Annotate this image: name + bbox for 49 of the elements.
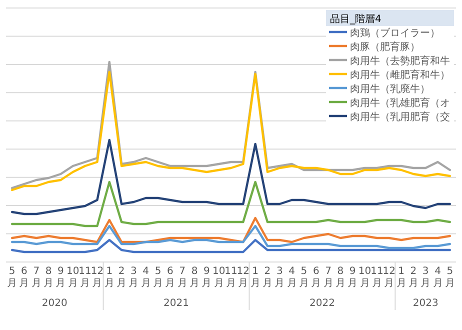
legend-label: 肉用牛（雌肥育和牛） [350,69,450,81]
text: 2023 [412,298,438,309]
x-tick-label: 12月 [236,266,250,289]
x-tick-label: 9月 [348,266,358,289]
x-tick-label: 11月 [78,266,92,289]
x-tick-label: 11月 [370,266,384,289]
x-tick-label: 1月 [396,266,406,289]
legend-label: 肉用牛（去勢肥育和牛 [350,55,450,67]
x-tick-label: 8月 [335,266,346,289]
x-tick-label: 1月 [250,266,260,289]
x-tick-label: 3月 [274,266,285,289]
x-tick-label: 10月 [212,266,226,289]
text: 2021 [164,298,189,309]
x-tick-label: 9月 [202,266,212,289]
x-tick-label: 5月 [444,266,455,289]
x-tick-label: 7月 [323,266,334,289]
x-tick-label: 8月 [190,266,200,289]
legend-label: 肉用牛（乳用肥育（交 [350,111,450,123]
x-tick-label: 11月 [224,266,238,289]
x-tick-label: 4月 [140,266,151,289]
legend-label: 肉豚（肥育豚） [350,41,420,53]
x-tick-label: 3月 [420,266,431,289]
x-tick-label: 5月 [298,266,309,289]
x-tick-label: 7月 [31,266,42,289]
x-tick-label: 7月 [177,266,188,289]
x-tick-label: 1月 [104,266,114,289]
x-tick-label: 5月 [153,266,164,289]
x-tick-label: 4月 [286,266,297,289]
x-tick-label: 5月 [7,266,18,289]
x-tick-label: 6月 [19,266,30,289]
x-tick-label: 4月 [432,266,443,289]
text: 2022 [309,298,335,309]
legend-label: 肉用牛（乳廃牛） [350,83,430,95]
legend-title: 品目_階層4 [330,13,382,25]
x-tick-label: 2月 [408,266,418,289]
x-tick-label: 12月 [90,266,104,289]
legend-label: 肉用牛（乳雄肥育（オ [350,97,450,109]
x-tick-label: 10月 [66,266,80,289]
x-tick-label: 3月 [128,266,139,289]
legend-label: 肉鶏（ブロイラー） [350,27,440,39]
x-tick-label: 8月 [44,266,54,289]
x-tick-label: 2月 [116,266,127,289]
x-tick-label: 12月 [382,266,396,289]
x-tick-label: 6月 [311,266,322,289]
x-tick-label: 9月 [56,266,66,289]
text: 2020 [42,298,68,309]
x-tick-label: 2月 [262,266,272,289]
x-tick-label: 10月 [358,266,372,289]
x-tick-label: 6月 [165,266,176,289]
